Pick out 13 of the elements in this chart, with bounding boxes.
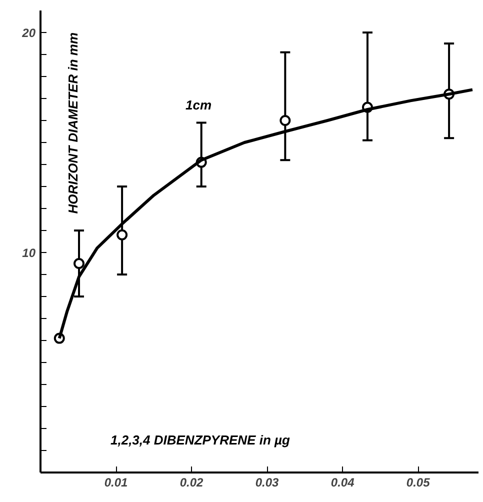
x-tick-label: 0.02 <box>180 476 204 490</box>
x-tick-label: 0.01 <box>104 476 128 490</box>
y-tick-label: 20 <box>21 26 36 40</box>
point <box>280 115 291 126</box>
x-tick-label: 0.05 <box>406 476 430 490</box>
x-tick-label: 0.03 <box>255 476 280 490</box>
y-tick-label: 10 <box>22 246 36 260</box>
x-tick-label: 0.04 <box>330 476 355 490</box>
y-axis-title: HORIZONT DIAMETER in mm <box>66 32 80 214</box>
x-axis-title: 1,2,3,4 DIBENZPYRENE in µg <box>110 432 290 448</box>
annotation: 1cm <box>186 98 212 112</box>
point <box>116 229 128 240</box>
point <box>74 258 85 269</box>
